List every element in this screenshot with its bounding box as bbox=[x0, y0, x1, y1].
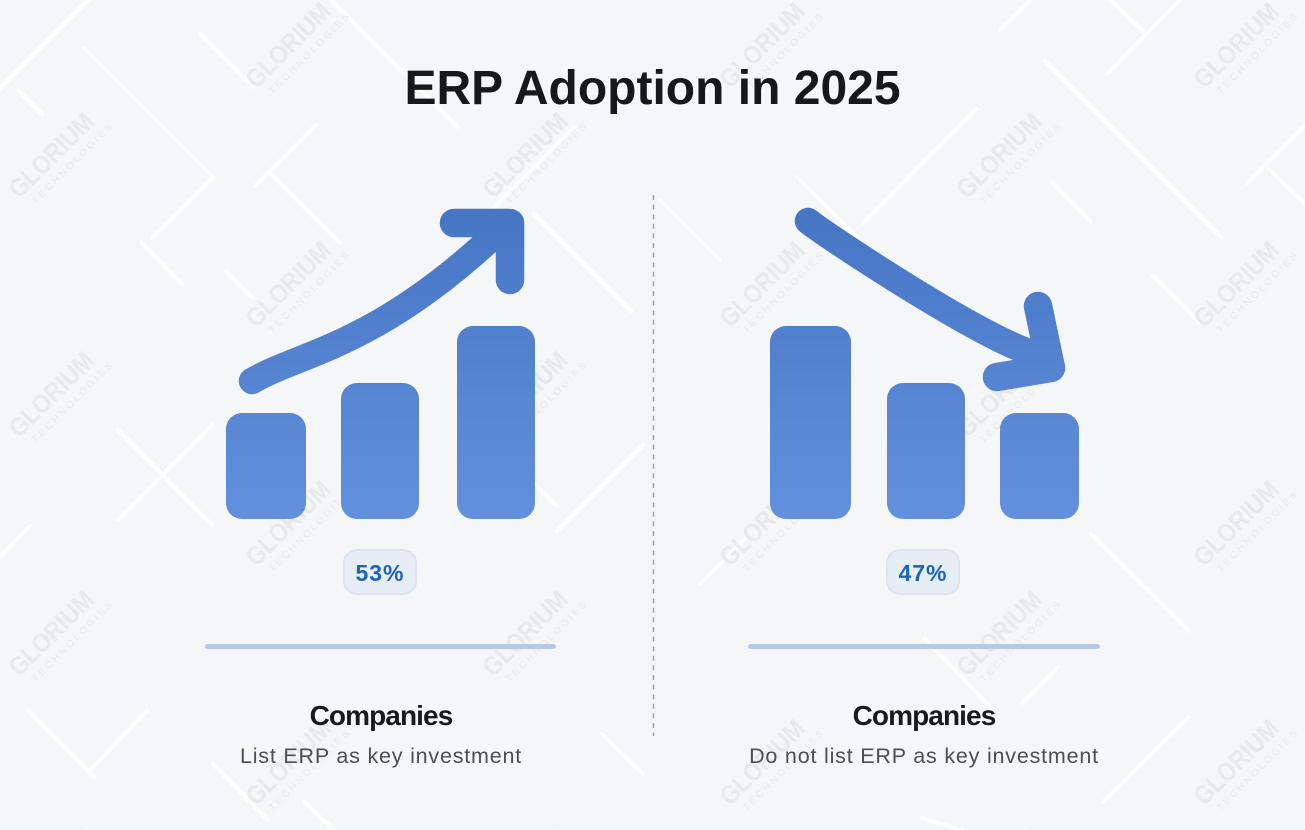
svg-text:GLORIUM: GLORIUM bbox=[476, 823, 574, 830]
svg-text:GLORIUM: GLORIUM bbox=[2, 823, 100, 830]
svg-text:GLORIUM: GLORIUM bbox=[950, 823, 1048, 830]
